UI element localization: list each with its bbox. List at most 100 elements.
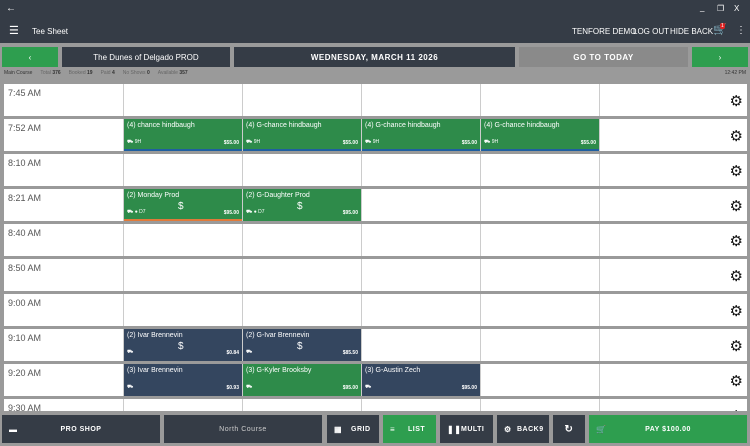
tee-time-row[interactable]: 9:30 AM ⚙ [4, 399, 747, 411]
tee-time-row[interactable]: 9:00 AM ⚙ [4, 294, 747, 326]
booking-card[interactable]: (4) G-chance hindbaugh ⛟ 9H $55.00 [481, 119, 599, 151]
tee-time-row[interactable]: 7:45 AM ⚙ [4, 84, 747, 116]
booking-card[interactable]: (4) G-chance hindbaugh ⛟ 9H $55.00 [243, 119, 361, 151]
booking-card[interactable]: (3) Ivar Brennevin ⛟ $0.93 [124, 364, 242, 396]
tee-slot[interactable] [480, 84, 599, 116]
tee-slot[interactable] [242, 224, 361, 256]
course-toggle-button[interactable]: North Course [164, 415, 322, 443]
tee-slot[interactable]: (3) G-Kyler Brooksby ⛟ $95.00 [242, 364, 361, 396]
pro-shop-button[interactable]: ▬ PRO SHOP [2, 415, 160, 443]
tee-slot[interactable] [599, 329, 718, 361]
tee-slot[interactable]: (3) G-Austin Zech ⛟ $95.00 [361, 364, 480, 396]
booking-card[interactable]: (3) G-Kyler Brooksby ⛟ $95.00 [243, 364, 361, 396]
back9-button[interactable]: ⚙ BACK9 [497, 415, 549, 443]
tee-slot[interactable] [242, 399, 361, 411]
tee-slot[interactable] [480, 329, 599, 361]
user-button[interactable]: TENFORE DEMO [572, 27, 637, 36]
tee-slot[interactable] [361, 154, 480, 186]
tee-slot[interactable] [123, 84, 242, 116]
gear-icon[interactable]: ⚙ [729, 268, 743, 285]
tee-slot[interactable] [480, 259, 599, 291]
tee-slot[interactable]: (4) G-chance hindbaugh ⛟ 9H $55.00 [480, 119, 599, 151]
tee-slot[interactable]: (3) Ivar Brennevin ⛟ $0.93 [123, 364, 242, 396]
tee-slot[interactable] [599, 154, 718, 186]
tee-slot[interactable] [599, 259, 718, 291]
list-view-button[interactable]: ≡ LIST [383, 415, 436, 443]
tee-slot[interactable] [361, 259, 480, 291]
tee-slot[interactable] [361, 84, 480, 116]
tee-slot[interactable] [361, 329, 480, 361]
tee-slot[interactable]: (2) Monday Prod $ ⛟ ● D7 $95.00 [123, 189, 242, 221]
tee-slot[interactable] [599, 399, 718, 411]
restore-button[interactable]: ❐ [717, 4, 725, 13]
tee-slot[interactable] [599, 119, 718, 151]
tee-time-row[interactable]: 8:21 AM (2) Monday Prod $ ⛟ ● D7 $95.00 … [4, 189, 747, 221]
tee-slot[interactable]: (2) G-Ivar Brennevin $ ⛟ $85.50 [242, 329, 361, 361]
multi-button[interactable]: ❚❚ MULTI [440, 415, 493, 443]
tee-slot[interactable] [123, 294, 242, 326]
booking-card[interactable]: (4) G-chance hindbaugh ⛟ 9H $55.00 [362, 119, 480, 151]
booking-card[interactable]: (2) G-Ivar Brennevin $ ⛟ $85.50 [243, 329, 361, 361]
tee-slot[interactable] [361, 224, 480, 256]
close-button[interactable]: X [734, 4, 740, 13]
next-day-button[interactable]: › [692, 47, 748, 67]
tee-slot[interactable] [480, 399, 599, 411]
tee-slot[interactable] [123, 259, 242, 291]
cart-icon[interactable]: 🛒 1 [713, 23, 727, 36]
gear-icon[interactable]: ⚙ [729, 303, 743, 320]
pay-button[interactable]: 🛒 PAY $100.00 [589, 415, 747, 443]
booking-card[interactable]: (3) G-Austin Zech ⛟ $95.00 [362, 364, 480, 396]
date-selector[interactable]: WEDNESDAY, MARCH 11 2026 [234, 47, 515, 67]
grid-view-button[interactable]: ▦ GRID [327, 415, 379, 443]
prev-day-button[interactable]: ‹ [2, 47, 58, 67]
more-icon[interactable]: ⋮ [736, 25, 746, 36]
logout-button[interactable]: LOG OUT [633, 27, 670, 36]
booking-card[interactable]: (2) Monday Prod $ ⛟ ● D7 $95.00 [124, 189, 242, 221]
booking-card[interactable]: (2) Ivar Brennevin $ ⛟ $0.84 [124, 329, 242, 361]
tee-slot[interactable] [599, 224, 718, 256]
gear-icon[interactable]: ⚙ [729, 373, 743, 390]
tee-slot[interactable] [123, 154, 242, 186]
tee-slot[interactable] [599, 189, 718, 221]
tee-slot[interactable] [361, 189, 480, 221]
go-to-today-button[interactable]: GO TO TODAY [519, 47, 688, 67]
tee-time-row[interactable]: 8:50 AM ⚙ [4, 259, 747, 291]
tee-time-row[interactable]: 8:40 AM ⚙ [4, 224, 747, 256]
tee-slot[interactable] [361, 399, 480, 411]
tee-slot[interactable] [242, 154, 361, 186]
tee-slot[interactable] [599, 364, 718, 396]
gear-icon[interactable]: ⚙ [729, 233, 743, 250]
tee-slot[interactable] [123, 399, 242, 411]
refresh-button[interactable]: ↻ [553, 415, 585, 443]
tee-time-row[interactable]: 7:52 AM (4) chance hindbaugh ⛟ 9H $55.00… [4, 119, 747, 151]
tee-slot[interactable]: (4) G-chance hindbaugh ⛟ 9H $55.00 [361, 119, 480, 151]
tee-slot[interactable] [242, 259, 361, 291]
hide-back-button[interactable]: HIDE BACK [670, 27, 714, 36]
menu-icon[interactable]: ☰ [9, 25, 19, 37]
tee-time-row[interactable]: 8:10 AM ⚙ [4, 154, 747, 186]
tee-slot[interactable] [123, 224, 242, 256]
minimize-button[interactable]: _ [700, 3, 705, 12]
tee-time-row[interactable]: 9:20 AM (3) Ivar Brennevin ⛟ $0.93 (3) G… [4, 364, 747, 396]
tee-slot[interactable] [242, 294, 361, 326]
tee-slot[interactable]: (2) Ivar Brennevin $ ⛟ $0.84 [123, 329, 242, 361]
tee-slot[interactable] [480, 224, 599, 256]
gear-icon[interactable]: ⚙ [729, 93, 743, 110]
tee-slot[interactable]: (2) G-Daughter Prod $ ⛟ ● D7 $95.00 [242, 189, 361, 221]
gear-icon[interactable]: ⚙ [729, 128, 743, 145]
tee-slot[interactable] [480, 189, 599, 221]
tee-slot[interactable] [242, 84, 361, 116]
back-arrow-icon[interactable]: ← [6, 3, 16, 14]
tee-slot[interactable] [599, 84, 718, 116]
course-selector[interactable]: The Dunes of Delgado PROD [62, 47, 230, 67]
booking-card[interactable]: (4) chance hindbaugh ⛟ 9H $55.00 [124, 119, 242, 151]
tee-slot[interactable] [599, 294, 718, 326]
tee-slot[interactable]: (4) G-chance hindbaugh ⛟ 9H $55.00 [242, 119, 361, 151]
tee-slot[interactable] [361, 294, 480, 326]
gear-icon[interactable]: ⚙ [730, 407, 743, 411]
tee-slot[interactable] [480, 294, 599, 326]
gear-icon[interactable]: ⚙ [729, 338, 743, 355]
booking-card[interactable]: (2) G-Daughter Prod $ ⛟ ● D7 $95.00 [243, 189, 361, 221]
tee-slot[interactable] [480, 364, 599, 396]
gear-icon[interactable]: ⚙ [729, 163, 743, 180]
